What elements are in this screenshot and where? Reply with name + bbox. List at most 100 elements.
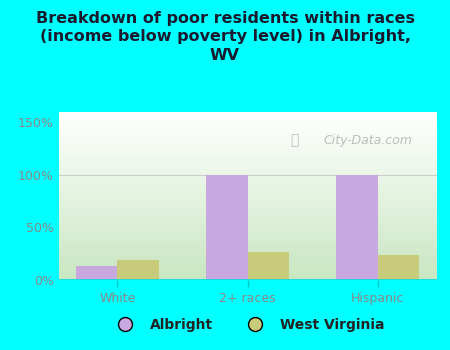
- Bar: [58, 186, 436, 187]
- Bar: [58, 215, 436, 216]
- Bar: [58, 187, 436, 188]
- Bar: [58, 158, 436, 159]
- Bar: [58, 260, 436, 261]
- Bar: [58, 211, 436, 212]
- Text: ⓘ: ⓘ: [291, 134, 299, 148]
- Bar: [58, 268, 436, 269]
- Bar: [58, 117, 436, 118]
- Bar: [58, 207, 436, 208]
- Bar: [58, 209, 436, 210]
- Bar: [58, 176, 436, 177]
- Bar: [58, 193, 436, 194]
- Bar: [58, 148, 436, 149]
- Bar: [58, 227, 436, 228]
- Bar: [58, 226, 436, 227]
- Legend: Albright, West Virginia: Albright, West Virginia: [105, 312, 390, 337]
- Bar: [58, 257, 436, 258]
- Bar: [58, 130, 436, 131]
- Bar: [58, 188, 436, 189]
- Bar: [58, 121, 436, 122]
- Bar: [58, 201, 436, 202]
- Bar: [58, 127, 436, 128]
- Bar: [58, 179, 436, 180]
- Bar: [58, 238, 436, 239]
- Bar: [58, 229, 436, 230]
- Bar: [58, 199, 436, 200]
- Bar: [58, 159, 436, 160]
- Bar: [58, 181, 436, 182]
- Bar: [58, 173, 436, 174]
- Bar: [58, 239, 436, 240]
- Bar: [58, 225, 436, 226]
- Bar: [58, 141, 436, 142]
- Bar: [58, 279, 436, 280]
- Bar: [58, 244, 436, 245]
- Bar: [58, 256, 436, 257]
- Bar: [58, 143, 436, 144]
- Bar: [58, 191, 436, 192]
- Bar: [58, 138, 436, 139]
- Bar: [58, 203, 436, 204]
- Bar: [58, 237, 436, 238]
- Bar: [58, 132, 436, 133]
- Bar: [58, 272, 436, 273]
- Bar: [58, 278, 436, 279]
- Bar: [58, 170, 436, 171]
- Bar: [58, 218, 436, 219]
- Bar: [58, 221, 436, 222]
- Bar: [58, 234, 436, 236]
- Bar: [58, 114, 436, 116]
- Bar: [58, 236, 436, 237]
- Bar: [117, 260, 159, 280]
- Bar: [58, 163, 436, 164]
- Bar: [58, 228, 436, 229]
- Bar: [58, 206, 436, 207]
- Bar: [58, 135, 436, 137]
- Bar: [58, 183, 436, 184]
- Bar: [58, 134, 436, 135]
- Bar: [378, 255, 419, 280]
- Bar: [58, 223, 436, 224]
- Bar: [58, 222, 436, 223]
- Bar: [58, 258, 436, 259]
- Bar: [58, 245, 436, 246]
- Bar: [58, 249, 436, 250]
- Bar: [58, 131, 436, 132]
- Bar: [58, 190, 436, 191]
- Bar: [58, 139, 436, 140]
- Bar: [58, 133, 436, 134]
- Bar: [58, 172, 436, 173]
- Bar: [58, 152, 436, 153]
- Bar: [58, 120, 436, 121]
- Bar: [58, 264, 436, 265]
- Bar: [58, 178, 436, 179]
- Bar: [58, 200, 436, 201]
- Bar: [58, 208, 436, 209]
- Bar: [58, 154, 436, 155]
- Bar: [58, 233, 436, 234]
- Bar: [58, 123, 436, 124]
- Bar: [58, 273, 436, 274]
- Bar: [58, 167, 436, 168]
- Bar: [58, 262, 436, 263]
- Bar: [58, 142, 436, 143]
- Bar: [58, 189, 436, 190]
- Bar: [58, 246, 436, 247]
- Bar: [58, 129, 436, 130]
- Bar: [58, 195, 436, 196]
- Bar: [58, 214, 436, 215]
- Bar: [58, 175, 436, 176]
- Bar: [58, 212, 436, 213]
- Bar: [206, 175, 248, 280]
- Bar: [58, 140, 436, 141]
- Bar: [58, 253, 436, 254]
- Bar: [58, 232, 436, 233]
- Bar: [58, 269, 436, 270]
- Bar: [58, 156, 436, 158]
- Bar: [58, 149, 436, 150]
- Bar: [58, 271, 436, 272]
- Bar: [58, 160, 436, 161]
- Bar: [58, 251, 436, 252]
- Bar: [58, 184, 436, 185]
- Bar: [58, 165, 436, 166]
